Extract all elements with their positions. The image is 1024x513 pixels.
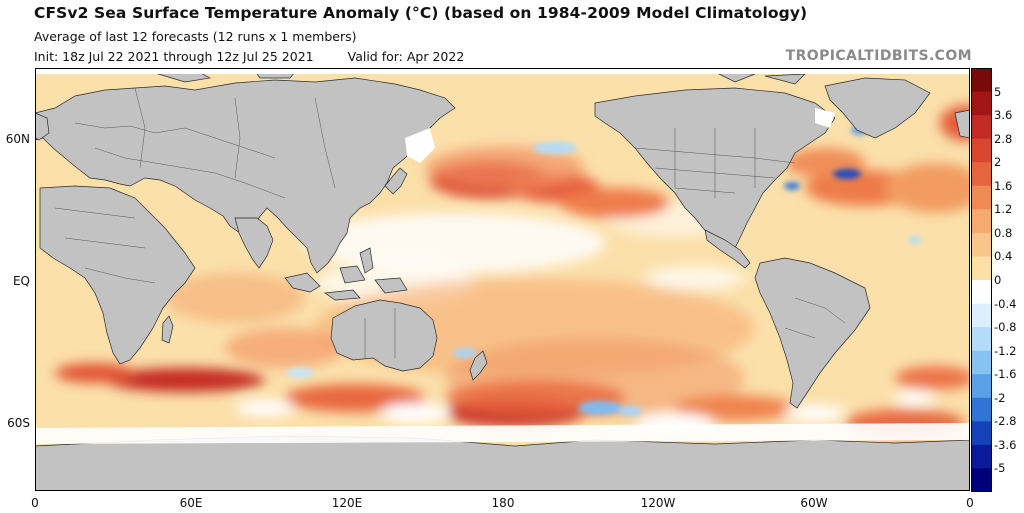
colorbar-swatch: [971, 374, 992, 399]
colorbar-label: -1.6: [994, 367, 1017, 382]
colorbar: [971, 68, 992, 492]
sst-anomaly-map: [35, 68, 970, 491]
colorbar-swatch: [971, 444, 992, 469]
valid-text: Valid for: Apr 2022: [347, 49, 465, 64]
sea-ice: [35, 68, 970, 444]
lat-label-60s: 60S: [7, 416, 30, 430]
map-frame: [35, 68, 970, 491]
colorbar-label: -2: [994, 390, 1006, 405]
country-borders: [54, 87, 846, 358]
lat-label-60n: 60N: [5, 132, 30, 146]
arctic-islands: [154, 69, 806, 85]
colorbar-swatch: [971, 421, 992, 446]
colorbar-label: -2.8: [994, 414, 1017, 429]
australia-land: [330, 299, 438, 372]
lon-label-60w: 60W: [800, 496, 828, 510]
colorbar-swatch: [971, 350, 992, 375]
india-land: [234, 217, 274, 269]
lon-label-180: 180: [491, 496, 515, 510]
colorbar-label: 5: [994, 84, 1002, 99]
colorbar-swatch: [971, 115, 992, 140]
colorbar-label: -0.4: [994, 296, 1017, 311]
colorbar-label: 1.6: [994, 178, 1013, 193]
colorbar-swatch: [971, 138, 992, 163]
lon-label-120e: 120E: [331, 496, 363, 510]
colorbar-label: 3.6: [994, 108, 1013, 123]
site-watermark: TROPICALTIDBITS.COM: [785, 48, 972, 64]
indonesia-islands: [284, 247, 408, 301]
lat-label-eq: EQ: [12, 274, 30, 288]
newzealand-land: [469, 350, 488, 381]
colorbar-label: -3.6: [994, 437, 1017, 452]
japan-land: [384, 167, 408, 195]
lon-label-120w: 120W: [640, 496, 676, 510]
colorbar-label: 0.8: [994, 225, 1013, 240]
colorbar-swatch: [971, 185, 992, 210]
init-line: Init: 18z Jul 22 2021 through 12z Jul 25…: [34, 49, 464, 64]
greenland-land: [824, 77, 931, 139]
colorbar-frame: [971, 68, 992, 492]
africa-land: [39, 185, 196, 365]
colorbar-swatch: [971, 162, 992, 187]
madagascar-land: [161, 315, 174, 344]
colorbar-label: 0: [994, 273, 1002, 287]
colorbar-label: 2.8: [994, 131, 1013, 146]
colorbar-label: 1.2: [994, 202, 1013, 217]
colorbar-swatch: [971, 209, 992, 234]
colorbar-swatch: [971, 303, 992, 328]
colorbar-swatch: [971, 397, 992, 422]
colorbar-label: -0.8: [994, 320, 1017, 335]
lon-label-0-left: 0: [31, 496, 39, 510]
colorbar-swatch: [971, 468, 992, 492]
uk-land: [35, 109, 970, 141]
map-subtitle: Average of last 12 forecasts (12 runs x …: [34, 29, 357, 44]
colorbar-label: 2: [994, 155, 1002, 170]
colorbar-swatch: [971, 232, 992, 257]
lon-label-0-right: 0: [966, 496, 974, 510]
colorbar-swatch: [971, 280, 992, 305]
central-america-land: [704, 229, 751, 269]
colorbar-label: 0.4: [994, 249, 1013, 264]
colorbar-swatch: [971, 91, 992, 116]
colorbar-label: -1.2: [994, 343, 1017, 358]
init-text: Init: 18z Jul 22 2021 through 12z Jul 25…: [34, 49, 314, 64]
cold-anomaly-patches: [286, 125, 921, 416]
lon-label-60e: 60E: [179, 496, 203, 510]
colorbar-label: -5: [994, 461, 1006, 476]
map-title: CFSv2 Sea Surface Temperature Anomaly (°…: [34, 4, 808, 22]
eurasia-land: [35, 77, 456, 274]
south-america-land: [754, 257, 871, 409]
colorbar-swatch: [971, 68, 992, 93]
land-masses: [35, 69, 970, 491]
colorbar-swatch: [971, 256, 992, 281]
colorbar-swatch: [971, 327, 992, 352]
